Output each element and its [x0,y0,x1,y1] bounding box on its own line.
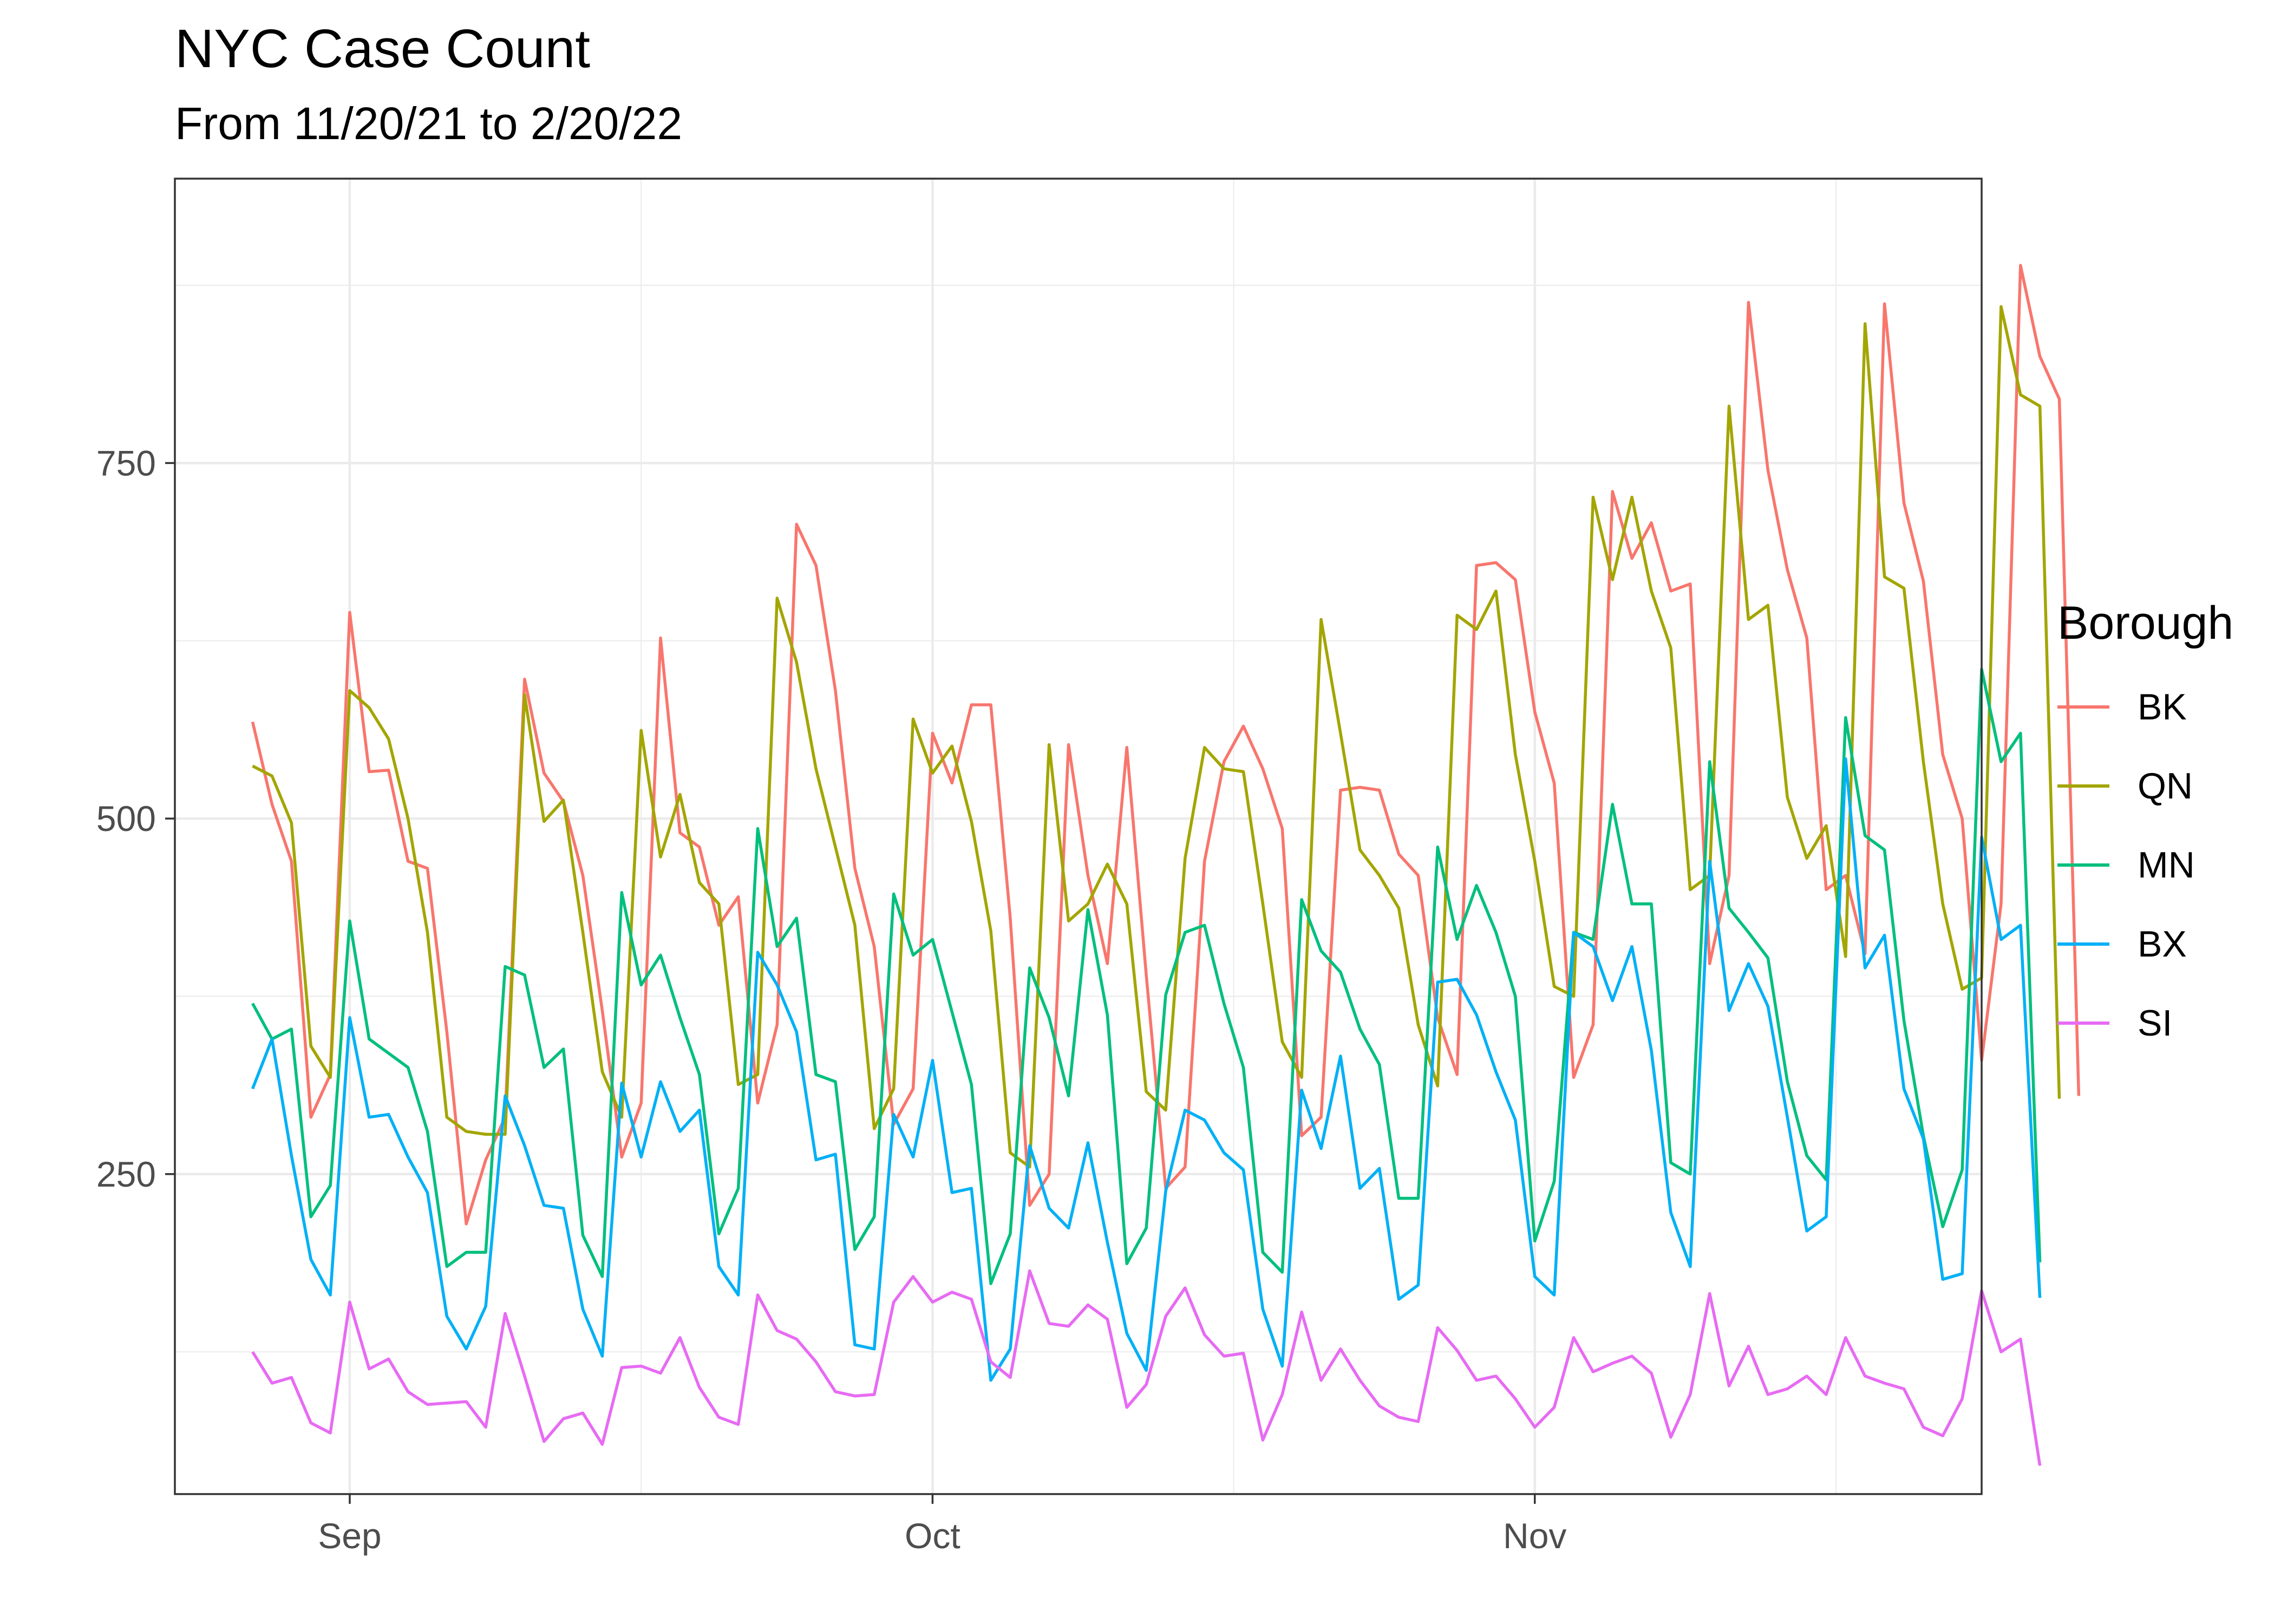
series-layer [251,264,2081,1466]
legend-item-qn: QN [2057,746,2233,826]
y-tick-label: 750 [96,443,156,483]
x-tick-label: Oct [905,1516,960,1556]
legend-key-swatch [2057,784,2109,788]
chart-subtitle: From 11/20/21 to 2/20/22 [175,98,683,149]
legend: Borough BK QN MN BX SI [2057,595,2233,1063]
x-tick-label: Sep [318,1516,381,1556]
legend-key-swatch [2057,863,2109,867]
legend-items: BK QN MN BX SI [2057,667,2233,1063]
legend-item-mn: MN [2057,826,2233,905]
axis-ticks [165,462,1536,1504]
y-tick-label: 250 [96,1154,156,1194]
grid-minor [175,179,1982,1494]
plot-panel-background [175,179,1982,1494]
legend-label: BX [2138,924,2187,965]
legend-title: Borough [2057,597,2234,649]
series-line-mn [251,667,2042,1285]
axis-labels: 250 500 750 Sep Oct Nov [96,443,1567,1556]
series-line-si [251,1269,2042,1466]
y-tick-label: 500 [96,798,156,839]
legend-key-swatch [2057,1021,2109,1025]
legend-label: BK [2138,686,2187,728]
legend-item-bk: BK [2057,667,2233,746]
x-tick-label: Nov [1503,1516,1566,1556]
legend-label: QN [2138,765,2193,807]
legend-item-si: SI [2057,984,2233,1063]
legend-key-swatch [2057,705,2109,709]
legend-label: SI [2138,1003,2173,1044]
legend-item-bx: BX [2057,905,2233,984]
legend-label: MN [2138,844,2195,886]
chart-title: NYC Case Count [175,18,590,79]
plot-panel-border [174,178,1983,1495]
legend-key-swatch [2057,942,2109,946]
series-line-bx [251,757,2042,1382]
